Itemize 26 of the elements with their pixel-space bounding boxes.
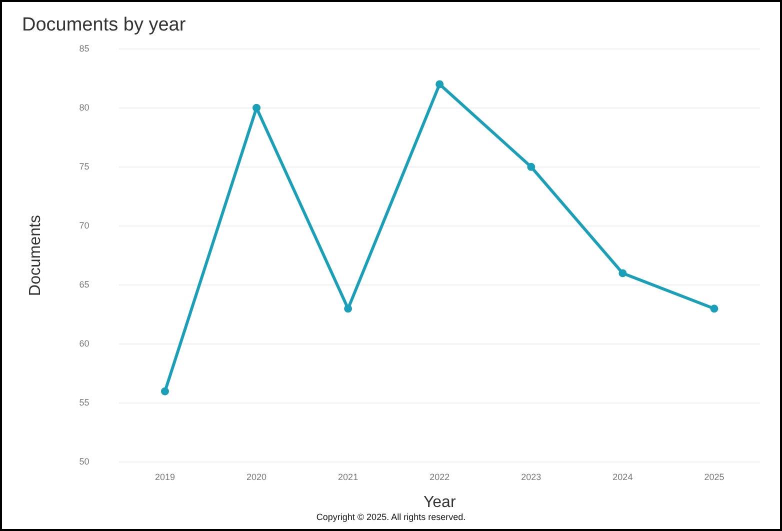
point — [344, 304, 352, 313]
text: Copyright © 2025. All rights reserved. — [316, 512, 466, 522]
point — [252, 104, 261, 112]
x-tick-label: 2025 — [704, 472, 724, 482]
y-tick-label: 70 — [79, 220, 90, 230]
point — [527, 162, 536, 171]
y-tick-label: 85 — [79, 43, 90, 54]
point — [436, 80, 444, 88]
x-tick-label: 2021 — [338, 472, 358, 482]
point — [618, 269, 627, 278]
x-tick-label: 2024 — [612, 472, 633, 482]
y-tick-label: 65 — [79, 280, 90, 290]
y-axis-title: Documents — [27, 215, 44, 296]
x-tick-label: 2023 — [521, 472, 542, 482]
y-tick-label: 75 — [79, 161, 90, 172]
y-tick-label: 55 — [79, 398, 90, 408]
x-axis-title: Year — [423, 494, 456, 512]
point — [160, 387, 169, 396]
chart-title: Documents by year — [22, 14, 186, 36]
y-tick-label: 80 — [79, 102, 90, 112]
y-tick-label: 60 — [79, 338, 90, 349]
y-tick-label: 50 — [79, 456, 90, 467]
x-tick-label: 2020 — [246, 472, 267, 482]
x-tick-label: 2019 — [154, 472, 175, 482]
x-tick-label: 2022 — [430, 472, 450, 482]
point — [710, 304, 718, 313]
